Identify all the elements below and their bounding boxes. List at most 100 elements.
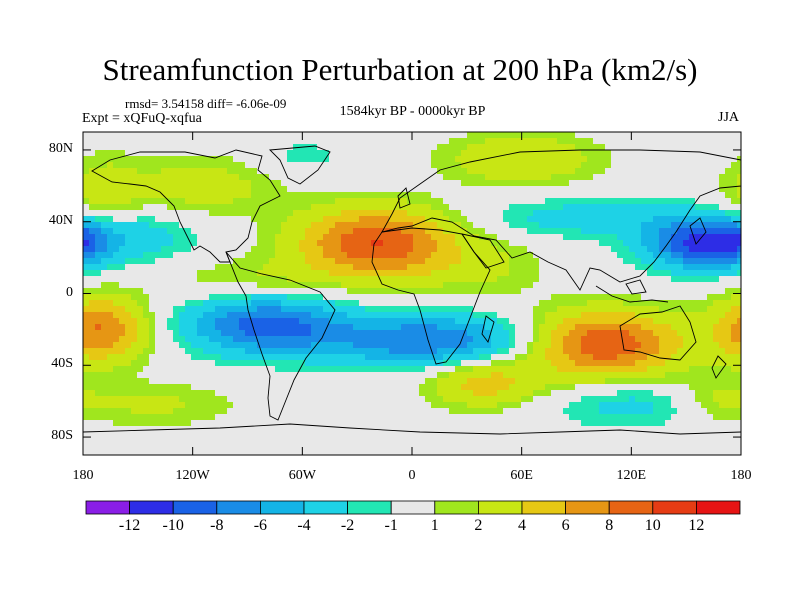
field-cell [113, 408, 120, 415]
field-cell [431, 378, 438, 385]
field-cell [347, 174, 354, 181]
field-cell [521, 150, 528, 157]
field-cell [227, 390, 234, 397]
field-cell [269, 168, 276, 175]
field-cell [317, 258, 324, 265]
field-cell [95, 348, 102, 355]
field-cell [89, 348, 96, 355]
field-cell [365, 174, 372, 181]
field-cell [341, 252, 348, 259]
field-cell [125, 378, 132, 385]
field-cell [509, 432, 516, 439]
field-cell [287, 168, 294, 175]
field-cell [461, 384, 468, 391]
field-cell [209, 258, 216, 265]
field-cell [275, 360, 282, 367]
field-cell [611, 312, 618, 319]
field-cell [257, 360, 264, 367]
field-cell [377, 180, 384, 187]
field-cell [185, 276, 192, 283]
field-cell [293, 408, 300, 415]
field-cell [185, 270, 192, 277]
field-cell [623, 138, 630, 145]
field-cell [509, 216, 516, 223]
field-cell [125, 210, 132, 217]
field-cell [431, 366, 438, 373]
field-cell [365, 432, 372, 439]
field-cell [437, 264, 444, 271]
field-cell [383, 150, 390, 157]
field-cell [299, 288, 306, 295]
field-cell [323, 420, 330, 427]
field-cell [281, 420, 288, 427]
field-cell [119, 258, 126, 265]
field-cell [365, 438, 372, 445]
field-cell [431, 294, 438, 301]
field-cell [605, 186, 612, 193]
field-cell [449, 240, 456, 247]
field-cell [185, 408, 192, 415]
field-cell [317, 156, 324, 163]
field-cell [113, 216, 120, 223]
field-cell [275, 312, 282, 319]
field-cell [455, 372, 462, 379]
field-cell [221, 264, 228, 271]
field-cell [563, 300, 570, 307]
field-cell [353, 354, 360, 361]
field-cell [455, 348, 462, 355]
field-cell [539, 270, 546, 277]
field-cell [137, 222, 144, 229]
field-cell [245, 258, 252, 265]
field-cell [269, 306, 276, 313]
field-cell [311, 318, 318, 325]
field-cell [89, 438, 96, 445]
field-cell [209, 192, 216, 199]
field-cell [587, 174, 594, 181]
field-cell [581, 162, 588, 169]
field-cell [605, 204, 612, 211]
field-cell [371, 444, 378, 451]
field-cell [263, 204, 270, 211]
field-cell [245, 270, 252, 277]
field-cell [125, 132, 132, 139]
field-cell [269, 288, 276, 295]
field-cell [365, 378, 372, 385]
field-cell [419, 414, 426, 421]
field-cell [269, 360, 276, 367]
field-cell [623, 174, 630, 181]
field-cell [101, 252, 108, 259]
field-cell [473, 276, 480, 283]
field-cell [617, 240, 624, 247]
field-cell [113, 138, 120, 145]
field-cell [179, 150, 186, 157]
field-cell [575, 138, 582, 145]
field-cell [401, 420, 408, 427]
field-cell [347, 180, 354, 187]
field-cell [383, 168, 390, 175]
field-cell [383, 336, 390, 343]
field-cell [215, 246, 222, 253]
field-cell [287, 384, 294, 391]
field-cell [167, 402, 174, 409]
field-cell [365, 264, 372, 271]
field-cell [125, 294, 132, 301]
field-cell [389, 282, 396, 289]
field-cell [155, 330, 162, 337]
field-cell [449, 258, 456, 265]
field-cell [545, 240, 552, 247]
field-cell [539, 426, 546, 433]
field-cell [491, 396, 498, 403]
field-cell [95, 174, 102, 181]
field-cell [263, 132, 270, 139]
field-cell [479, 336, 486, 343]
field-cell [233, 390, 240, 397]
field-cell [365, 168, 372, 175]
field-cell [581, 420, 588, 427]
field-cell [371, 294, 378, 301]
field-cell [305, 336, 312, 343]
field-cell [347, 390, 354, 397]
field-cell [365, 444, 372, 451]
field-cell [503, 234, 510, 241]
field-cell [611, 342, 618, 349]
field-cell [509, 282, 516, 289]
